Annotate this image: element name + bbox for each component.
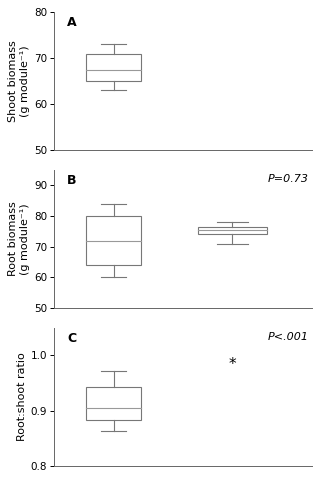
Bar <box>86 387 141 420</box>
Bar <box>198 227 267 234</box>
Text: P<.001: P<.001 <box>268 332 309 342</box>
Y-axis label: Root:shoot ratio: Root:shoot ratio <box>17 352 27 441</box>
Y-axis label: Shoot biomass
(g module⁻¹): Shoot biomass (g module⁻¹) <box>8 40 30 122</box>
Text: *: * <box>228 357 236 372</box>
Bar <box>86 216 141 265</box>
Text: P=0.73: P=0.73 <box>268 174 309 184</box>
Text: B: B <box>67 174 76 187</box>
Y-axis label: Root biomass
(g module⁻¹): Root biomass (g module⁻¹) <box>8 202 30 276</box>
Text: C: C <box>67 332 76 345</box>
Text: A: A <box>67 16 77 29</box>
Bar <box>86 54 141 81</box>
